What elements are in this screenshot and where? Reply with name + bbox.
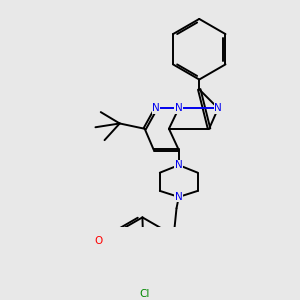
Text: N: N [175, 103, 183, 113]
Text: N: N [152, 103, 160, 113]
Text: O: O [94, 236, 103, 246]
Text: N: N [175, 160, 183, 170]
Text: N: N [214, 103, 222, 113]
Text: Cl: Cl [140, 289, 150, 299]
Text: N: N [175, 192, 183, 202]
